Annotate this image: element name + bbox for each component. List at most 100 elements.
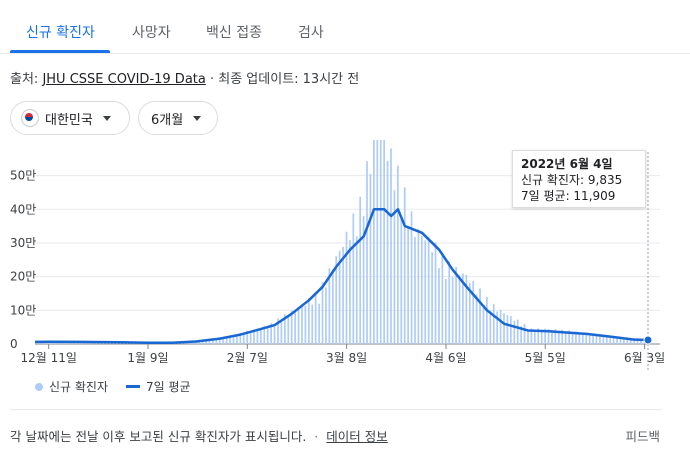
case-bar	[633, 339, 636, 344]
legend-line-swatch	[126, 385, 141, 388]
case-bar	[564, 333, 567, 344]
case-bar	[533, 331, 536, 344]
case-bar	[609, 338, 612, 344]
period-label: 6개월	[151, 112, 184, 128]
case-bar	[311, 304, 314, 344]
case-bar	[283, 314, 286, 344]
case-bar	[304, 305, 307, 344]
case-bar	[397, 165, 399, 344]
case-bar	[537, 328, 540, 344]
case-bar	[551, 330, 553, 344]
tab-new-cases[interactable]: 신규 확진자	[26, 25, 95, 41]
case-bar	[253, 329, 255, 344]
case-bar	[451, 276, 454, 344]
tab-vaccination[interactable]: 백신 접종	[206, 25, 262, 41]
footer-note: 각 날짜에는 전날 이후 보고된 신규 확진자가 표시됩니다. · 데이터 정보	[10, 426, 388, 445]
case-bar	[366, 161, 368, 344]
seven-day-average-line	[34, 208, 649, 345]
y-tick-label: 0	[10, 337, 18, 351]
case-bar	[626, 338, 629, 344]
feedback-link[interactable]: 피드백	[625, 429, 660, 444]
case-bar	[444, 279, 447, 344]
case-bar	[277, 318, 279, 344]
case-bar	[629, 338, 632, 344]
x-tick-label: 3월 8일	[326, 351, 367, 365]
case-bar	[568, 330, 570, 344]
case-bar	[448, 261, 451, 344]
chevron-down-icon	[102, 115, 111, 121]
case-bar	[575, 331, 577, 344]
x-tick-label: 12월 11일	[20, 351, 76, 365]
case-bar	[482, 305, 485, 344]
case-bar	[619, 337, 622, 344]
tab-tests[interactable]: 검사	[298, 25, 324, 41]
case-bar	[503, 313, 505, 344]
source-link[interactable]: JHU CSSE COVID-19 Data	[42, 72, 206, 87]
case-bar	[479, 288, 481, 344]
chart-tooltip: 2022년 6월 4일 신규 확진자: 9,835 7일 평균: 11,909	[512, 150, 646, 208]
case-bar	[513, 320, 516, 344]
case-bar	[520, 326, 522, 344]
data-info-link[interactable]: 데이터 정보	[326, 429, 388, 444]
y-tick-label: 40만	[10, 202, 36, 216]
case-bar	[527, 330, 529, 344]
case-bar	[441, 252, 444, 344]
case-bar	[218, 337, 221, 344]
tabs-divider	[0, 53, 690, 54]
tooltip-date: 2022년 6월 4일	[521, 157, 613, 171]
case-bar	[208, 338, 211, 344]
case-bar	[205, 339, 207, 344]
case-bar	[424, 240, 427, 344]
case-bar	[595, 335, 598, 344]
case-bar	[249, 331, 252, 344]
south-korea-flag-icon	[21, 109, 39, 127]
case-bar	[561, 329, 564, 344]
case-bar	[455, 266, 457, 344]
case-bar	[465, 274, 468, 344]
case-bar	[266, 327, 269, 344]
case-bar	[294, 310, 296, 344]
case-bar	[386, 160, 389, 344]
case-bar	[355, 236, 358, 344]
case-bar	[410, 211, 413, 344]
case-bar	[362, 215, 365, 344]
source-line: 출처: JHU CSSE COVID-19 Data · 최종 업데이트: 13…	[10, 68, 359, 87]
hover-point	[643, 335, 653, 345]
case-bar	[414, 236, 416, 344]
case-bar	[475, 294, 478, 344]
legend-bars-label: 신규 확진자	[49, 380, 109, 394]
cases-chart[interactable]: 0 10만 20만 30만 40만 50만 12월 11일 1월 9일 2월 7일 3월 8일 4월…	[0, 140, 690, 375]
case-bar	[458, 275, 461, 344]
case-bar	[232, 335, 235, 344]
case-bar	[523, 323, 526, 344]
footer-text: 각 날짜에는 전날 이후 보고된 신규 확진자가 표시됩니다.	[10, 429, 307, 444]
case-bar	[489, 310, 492, 344]
country-selector[interactable]: 대한민국	[10, 101, 130, 135]
footer-separator: ·	[314, 429, 319, 444]
case-bar	[236, 336, 238, 344]
x-tick-label: 5월 5일	[525, 351, 566, 365]
case-bar	[242, 333, 245, 344]
case-bar	[331, 269, 334, 344]
tooltip-average: 7일 평균: 11,909	[521, 189, 616, 203]
case-bar	[215, 338, 218, 344]
case-bar	[345, 231, 348, 344]
y-tick-label: 30만	[10, 236, 36, 250]
case-bar	[325, 287, 327, 344]
case-bar	[540, 329, 543, 344]
case-bar	[640, 340, 642, 344]
case-bar	[554, 329, 557, 344]
case-bar	[578, 333, 581, 344]
active-tab-indicator	[10, 50, 110, 53]
case-bar	[379, 140, 382, 344]
country-label: 대한민국	[45, 112, 93, 128]
chart-legend: 신규 확진자 7일 평균	[35, 378, 191, 395]
case-bar	[342, 246, 344, 344]
case-bar	[496, 311, 499, 344]
case-bar	[407, 227, 409, 344]
case-bar	[352, 213, 355, 344]
case-bar	[510, 315, 512, 344]
tab-deaths[interactable]: 사망자	[132, 25, 171, 41]
period-selector[interactable]: 6개월	[138, 101, 218, 135]
case-bar	[290, 310, 293, 344]
